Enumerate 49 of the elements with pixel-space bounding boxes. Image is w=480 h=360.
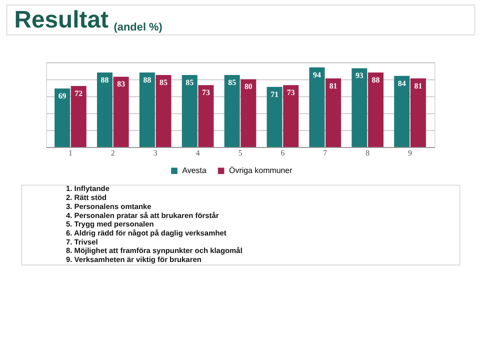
x-tick-label: 1 (68, 148, 72, 158)
bar (139, 72, 155, 147)
data-label: 93 (355, 71, 364, 80)
data-label: 83 (117, 80, 126, 89)
bar (70, 86, 86, 147)
data-label: 72 (74, 88, 83, 98)
x-tick-label: 4 (196, 148, 200, 158)
data-label: 85 (228, 78, 236, 87)
bar (182, 75, 198, 147)
x-tick-label: 9 (408, 148, 412, 158)
bar (240, 79, 256, 147)
data-label: 80 (244, 82, 252, 92)
data-label: 88 (100, 75, 109, 84)
bar (352, 68, 368, 147)
x-tick-label: 7 (323, 148, 328, 158)
bar (309, 67, 325, 147)
data-label: 85 (186, 78, 194, 87)
bar (224, 75, 240, 147)
data-label: 94 (313, 70, 321, 80)
bar (266, 86, 282, 147)
data-label: 85 (160, 78, 168, 87)
data-label: 73 (202, 88, 210, 98)
bar (156, 75, 172, 147)
x-tick-label: 5 (238, 148, 242, 158)
data-label: 69 (58, 92, 66, 100)
chart-title: Resultat (14, 6, 108, 34)
bar (113, 76, 129, 147)
legend-label: Övriga kommuner (229, 166, 293, 175)
data-label: 88 (143, 75, 152, 84)
legend-label: Avesta (182, 166, 207, 175)
data-label: 81 (329, 81, 338, 90)
bar (368, 72, 384, 147)
bar (96, 72, 113, 147)
bar (283, 85, 299, 147)
chart-subtitle: (andel %) (114, 21, 163, 34)
bar (54, 88, 70, 147)
bar (394, 76, 410, 147)
data-label: 88 (372, 75, 380, 84)
bar (326, 78, 342, 147)
x-tick-label: 6 (280, 148, 285, 158)
data-label: 73 (286, 88, 295, 98)
data-label: 81 (414, 81, 422, 90)
x-tick-label: 2 (110, 148, 115, 158)
x-tick-label: 3 (153, 148, 158, 158)
bar (198, 85, 214, 147)
data-label: 71 (270, 90, 279, 99)
bar (410, 78, 426, 147)
data-label: 84 (398, 78, 406, 88)
x-tick-label: 8 (366, 148, 370, 158)
